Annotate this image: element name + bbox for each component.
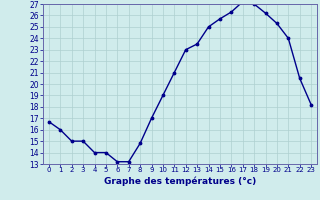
X-axis label: Graphe des températures (°c): Graphe des températures (°c) bbox=[104, 176, 256, 186]
